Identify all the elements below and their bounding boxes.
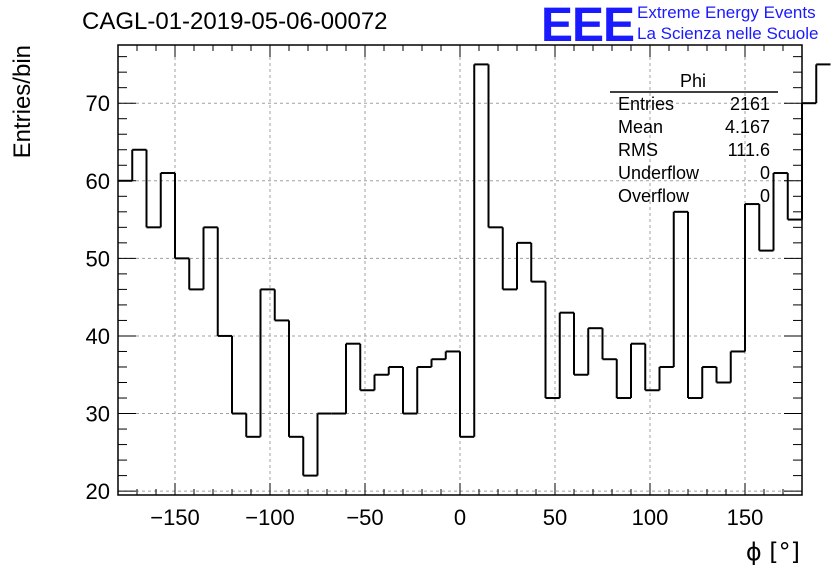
stats-value: 4.167 (725, 117, 770, 137)
logo-line-2: La Scienza nelle Scuole (637, 24, 819, 43)
x-axis-label: ϕ [°] (746, 538, 800, 566)
stats-label: Underflow (618, 163, 700, 183)
y-tick-label: 20 (86, 479, 110, 504)
x-tick-label: 50 (543, 505, 567, 530)
logo-line-1: Extreme Energy Events (637, 3, 816, 22)
x-tick-label: 150 (727, 505, 764, 530)
x-tick-label: 0 (454, 505, 466, 530)
stats-box: Phi Entries 2161 Mean 4.167 RMS 111.6 Underflo… (610, 71, 778, 206)
stats-label: Mean (618, 117, 663, 137)
x-tick-label: −150 (150, 505, 200, 530)
axis-ticks (117, 45, 803, 495)
y-tick-label: 60 (86, 169, 110, 194)
x-tick-label: −50 (346, 505, 383, 530)
stats-value: 111.6 (728, 140, 770, 160)
y-tick-label: 30 (86, 402, 110, 427)
histogram-series (118, 63, 831, 477)
stats-label: RMS (618, 140, 658, 160)
stats-label: Overflow (618, 186, 690, 206)
stats-value: 0 (760, 163, 770, 183)
stats-value: 2161 (730, 94, 770, 114)
x-tick-label: −100 (245, 505, 295, 530)
y-tick-label: 70 (86, 91, 110, 116)
stats-value: 0 (760, 186, 770, 206)
y-axis-label: Entries/bin (9, 45, 36, 158)
eee-logo: EEE (541, 0, 635, 52)
chart-title: CAGL-01-2019-05-06-00072 (82, 8, 388, 35)
x-tick-label: 100 (632, 505, 669, 530)
stats-label: Entries (618, 94, 674, 114)
y-tick-label: 40 (86, 324, 110, 349)
stats-name: Phi (680, 71, 706, 91)
y-tick-label: 50 (86, 246, 110, 271)
tick-labels: −150 −100 −50 0 50 100 150 20 30 40 50 60 70 (86, 91, 764, 530)
